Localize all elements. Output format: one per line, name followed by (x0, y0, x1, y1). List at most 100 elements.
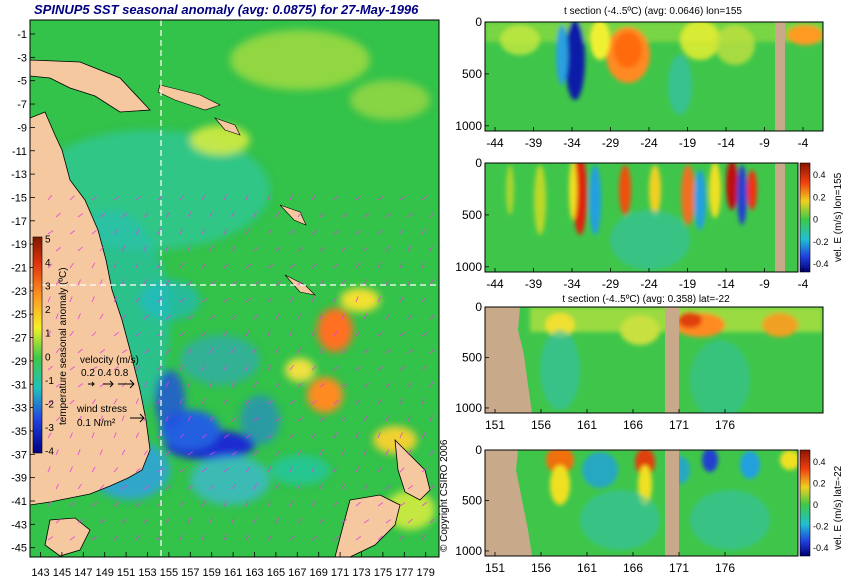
wind-stress-arrow (267, 229, 273, 235)
wind-stress-arrow (429, 279, 434, 286)
wind-stress-arrow (363, 415, 368, 422)
wind-stress-arrow (333, 432, 338, 439)
wind-stress-arrow (77, 246, 83, 252)
wind-stress-arrow (377, 535, 383, 541)
wind-stress-arrow (289, 466, 293, 473)
wind-stress-arrow (113, 535, 119, 541)
wind-stress-arrow (47, 330, 52, 337)
wind-stress-arrow (289, 296, 294, 303)
wind-stress-arrow (267, 500, 271, 507)
map-lat-tick-label: -33 (11, 403, 27, 415)
wind-stress-arrow (355, 331, 361, 337)
p2-y-tick-label: 0 (475, 156, 482, 170)
wind-stress-arrow (77, 519, 84, 524)
p2-y-tick-label: 500 (462, 208, 482, 222)
wind-stress-arrow (179, 195, 185, 201)
wind-stress-arrow (165, 211, 171, 218)
wind-stress-arrow (407, 245, 412, 252)
wind-stress-arrow (377, 366, 384, 371)
map-lon-tick-label: 173 (352, 567, 370, 579)
wind-stress-arrow (179, 297, 186, 303)
wind-stress-arrow (275, 417, 282, 422)
wind-stress-arrow (77, 313, 81, 320)
wind-stress-arrow (377, 398, 382, 405)
wind-stress-arrow (55, 518, 61, 524)
wind-stress-arrow (99, 279, 103, 286)
wind-stress-arrow (341, 416, 347, 422)
wind-stress-arrow (399, 502, 406, 507)
wind-stress-arrow (223, 398, 228, 405)
wind-stress-arrow (187, 245, 191, 252)
wind-stress-arrow (209, 315, 216, 320)
wind-stress-arrow (121, 279, 125, 286)
wind-stress-arrow (69, 536, 76, 541)
wind-stress-arrow (421, 365, 427, 371)
wind-stress-arrow (245, 500, 249, 507)
wind-arrow-icon (130, 413, 145, 423)
wind-stress-arrow (69, 501, 75, 507)
wind-stress-arrow (47, 536, 54, 541)
p2-ylabel: vel. E (m/s) lon=155 (833, 172, 844, 262)
wind-stress-arrow (135, 432, 140, 439)
map-colorbar-tick-label: 0 (45, 352, 51, 363)
wind-legend-title: wind stress (76, 404, 127, 415)
wind-stress-arrow (55, 449, 59, 456)
wind-stress-arrow (113, 296, 118, 303)
wind-stress-arrow (55, 483, 60, 490)
wind-stress-arrow (377, 296, 381, 303)
map-lon-tick-label: 153 (138, 567, 156, 579)
p4-colorbar-tick-label: -0.4 (813, 543, 829, 553)
wind-stress-arrow (113, 262, 117, 269)
wind-stress-arrow (289, 400, 296, 405)
wind-stress-arrow (385, 382, 391, 388)
wind-stress-arrow (99, 484, 105, 490)
wind-stress-arrow (245, 264, 252, 269)
sst-map (30, 20, 439, 557)
map-colorbar-tick-label: 5 (45, 235, 51, 246)
p2-colorbar-tick-label: 0.4 (813, 170, 826, 180)
wind-stress-arrow (363, 279, 367, 286)
wind-stress-arrow (55, 416, 61, 422)
wind-stress-arrow (355, 536, 362, 541)
solomon-islands-land (214, 117, 241, 136)
wind-stress-arrow (275, 246, 281, 252)
p1-x-tick-label: -34 (563, 136, 581, 150)
map-lon-tick-label: 147 (74, 567, 92, 579)
wind-stress-arrow (165, 415, 169, 422)
wind-stress-arrow (341, 246, 347, 252)
p3-x-tick-label: 156 (531, 418, 551, 432)
wind-stress-arrow (91, 296, 95, 303)
wind-stress-arrow (187, 211, 192, 218)
wind-stress-arrow (157, 262, 161, 269)
p3-title: t section (-4..5ºC) (avg: 0.358) lat=-22 (562, 294, 730, 305)
wind-stress-arrow (135, 365, 141, 371)
wind-stress-arrow (91, 535, 97, 541)
wind-stress-arrow (245, 297, 251, 303)
wind-stress-arrow (363, 383, 370, 388)
p4-x-tick-label: 151 (485, 561, 505, 575)
wind-stress-arrow (135, 228, 140, 235)
wind-stress-arrow (69, 230, 76, 235)
wind-stress-arrow (385, 279, 389, 286)
wind-stress-arrow (311, 263, 317, 269)
wind-stress-arrow (363, 484, 369, 490)
wind-stress-arrow (99, 415, 104, 422)
wind-stress-arrow (135, 467, 141, 473)
p4-x-tick-label: 161 (577, 561, 597, 575)
map-lat-tick-label: -41 (11, 496, 27, 508)
wind-stress-arrow (179, 433, 185, 439)
wind-stress-arrow (267, 297, 273, 303)
wind-stress-arrow (297, 449, 302, 456)
wind-stress-arrow (47, 296, 51, 303)
p1-y-tick-label: 500 (462, 67, 482, 81)
wind-stress-arrow (201, 228, 205, 235)
wind-legend-value: 0.1 N/m² (77, 418, 116, 429)
wind-stress-arrow (209, 451, 216, 456)
wind-stress-arrow (355, 432, 359, 439)
wind-stress-arrow (179, 534, 183, 541)
wind-stress-arrow (289, 229, 295, 235)
p4-colorbar-tick-label: 0.2 (813, 479, 826, 489)
wind-stress-arrow (385, 415, 389, 422)
wind-stress-arrow (143, 349, 150, 354)
wind-stress-arrow (187, 381, 191, 388)
